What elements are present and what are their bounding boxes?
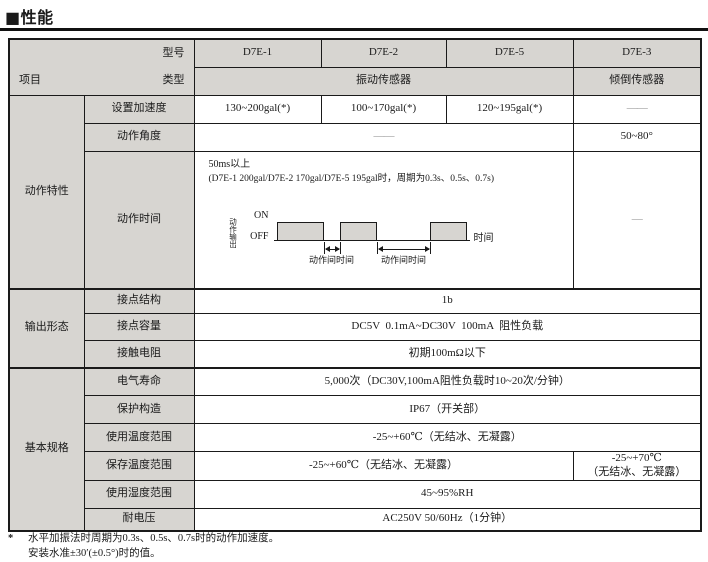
waveform-pulse-1 — [276, 221, 324, 241]
group-operating-characteristics: 动作特性 — [8, 94, 85, 289]
row-label-operating-angle: 动作角度 — [83, 122, 195, 152]
row-label-electrical-life: 电气寿命 — [83, 366, 195, 396]
corner-type-label: 类型 — [162, 73, 185, 86]
row-label-contact-resistance: 接触电阻 — [83, 340, 195, 368]
waveform-tick — [376, 241, 378, 254]
row-label-operating-time: 动作时间 — [83, 150, 195, 289]
cell-set-accel-d7e2: 100~170gal(*) — [320, 94, 447, 124]
header-model-d7e5: D7E-5 — [445, 38, 574, 68]
storage-temp-d7e3-line2: （无结冰、无凝露） — [587, 465, 687, 478]
cell-withstand-voltage: AC250V 50/60Hz（1分钟） — [193, 507, 702, 532]
row-label-operating-humidity: 使用湿度范围 — [83, 479, 195, 509]
op-time-text-line1: 50ms以上 — [208, 158, 251, 170]
row-label-contact-capacity: 接点容量 — [83, 313, 195, 341]
page-title: ■性能 — [5, 8, 54, 27]
footnote-line-1: 水平加振法时周期为0.3s、0.5s、0.7s时的动作加速度。 — [28, 533, 280, 544]
header-model-d7e1: D7E-1 — [193, 38, 322, 68]
waveform-off-label: OFF — [250, 230, 269, 242]
cell-storage-temp-d7e3: -25~+70℃ （无结冰、无凝露） — [572, 451, 702, 481]
arrowhead-right-icon — [424, 245, 430, 252]
title-rule — [0, 28, 708, 31]
waveform-time-label: 时间 — [473, 232, 494, 244]
cell-set-accel-d7e1: 130~200gal(*) — [193, 94, 322, 124]
op-time-text-line2: (D7E-1 200gal/D7E-2 170gal/D7E-5 195gal时… — [208, 173, 495, 184]
header-type-tilt: 倾倒传感器 — [572, 66, 702, 96]
waveform-tick — [323, 241, 325, 254]
cell-op-time-main: 50ms以上 (D7E-1 200gal/D7E-2 170gal/D7E-5 … — [193, 150, 574, 289]
cell-set-accel-d7e3-dash: —— — [572, 94, 702, 124]
header-type-vibration: 振动传感器 — [193, 66, 574, 96]
waveform-measure-line-2 — [378, 248, 429, 250]
cell-operating-humidity: 45~95%RH — [193, 479, 702, 509]
spec-table: 型号 项目 类型 D7E-1 D7E-2 D7E-5 D7E-3 振动传感器 倾… — [8, 38, 702, 532]
waveform-interval-label-2: 动作间时间 — [380, 254, 426, 265]
waveform-interval-label-1: 动作间时间 — [308, 254, 354, 265]
corner-model-label: 型号 — [162, 47, 185, 59]
row-label-storage-temp: 保存温度范围 — [83, 451, 195, 481]
cell-protection: IP67（开关部） — [193, 395, 702, 424]
corner-item-label: 项目 — [19, 73, 41, 86]
header-model-d7e3: D7E-3 — [572, 38, 702, 68]
waveform-tick — [339, 241, 341, 254]
cell-storage-temp-main: -25~+60℃（无结冰、无凝露） — [193, 451, 574, 481]
waveform-pulse-3 — [429, 221, 467, 241]
group-output-type: 输出形态 — [8, 287, 85, 368]
waveform-y-axis-label: 动作输出 — [228, 217, 238, 248]
cell-op-time-d7e3-dash: — — [572, 150, 702, 289]
group-basic-specs: 基本规格 — [8, 366, 85, 532]
footnote-line-2: 安装水准±30′(±0.5°)时的值。 — [28, 548, 161, 559]
waveform-pulse-2 — [339, 221, 377, 241]
cell-set-accel-d7e5: 120~195gal(*) — [445, 94, 574, 124]
footnote: * 水平加振法时周期为0.3s、0.5s、0.7s时的动作加速度。 安装水准±3… — [8, 531, 279, 561]
row-label-contact-structure: 接点结构 — [83, 287, 195, 314]
arrowhead-left-icon — [324, 245, 330, 252]
row-label-protection: 保护构造 — [83, 395, 195, 424]
row-label-set-acceleration: 设置加速度 — [83, 94, 195, 124]
cell-contact-resistance: 初期100mΩ以下 — [193, 340, 702, 368]
waveform-measure-line-1 — [325, 248, 339, 250]
cell-electrical-life: 5,000次（DC30V,100mA阻性负载时10~20次/分钟） — [193, 366, 702, 396]
row-label-operating-temp: 使用温度范围 — [83, 423, 195, 452]
cell-op-angle-d7e3: 50~80° — [572, 122, 702, 152]
footnote-asterisk: * — [8, 533, 14, 544]
arrowhead-right-icon — [334, 245, 340, 252]
cell-contact-structure: 1b — [193, 287, 702, 314]
waveform-on-label: ON — [254, 209, 269, 221]
waveform-tick — [429, 241, 431, 254]
operate-time-waveform-diagram: 50ms以上 (D7E-1 200gal/D7E-2 170gal/D7E-5 … — [195, 152, 572, 288]
storage-temp-d7e3-line1: -25~+70℃ — [611, 452, 662, 464]
header-model-d7e2: D7E-2 — [320, 38, 447, 68]
arrowhead-left-icon — [377, 245, 383, 252]
cell-operating-temp: -25~+60℃（无结冰、无凝露） — [193, 423, 702, 452]
cell-contact-capacity: DC5V 0.1mA~DC30V 100mA 阻性负载 — [193, 313, 702, 341]
header-corner-cell: 型号 项目 类型 — [8, 38, 195, 96]
cell-op-angle-main-dash: —— — [193, 122, 574, 152]
row-label-withstand-voltage: 耐电压 — [83, 507, 195, 532]
